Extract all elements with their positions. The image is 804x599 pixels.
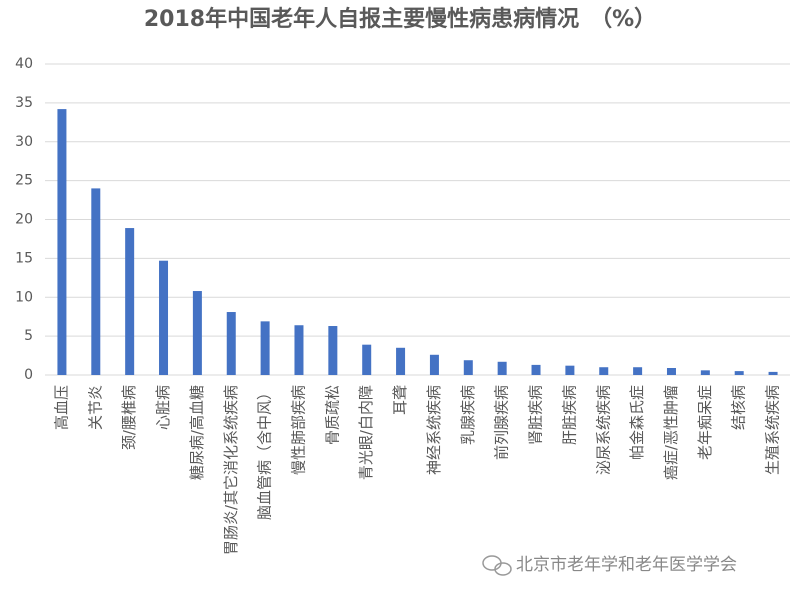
- bar: [396, 347, 406, 375]
- bar: [260, 321, 270, 375]
- y-tick-label: 40: [15, 56, 33, 72]
- bar: [497, 361, 507, 375]
- bar: [633, 367, 643, 375]
- x-tick-label: 青光眼/白内障: [357, 385, 375, 480]
- y-tick-label: 15: [15, 250, 33, 266]
- chart-title: 2018年中国老年人自报主要慢性病患病情况 （%）: [144, 6, 656, 32]
- x-tick-label: 脑血管病（含中风）: [256, 385, 274, 520]
- x-tick-label: 乳腺疾病: [459, 385, 477, 445]
- bar: [226, 312, 236, 375]
- watermark-icon: [482, 555, 512, 576]
- bar: [91, 188, 101, 375]
- x-tick-label: 糖尿病/高血糖: [188, 385, 206, 480]
- y-tick-label: 35: [15, 95, 33, 111]
- x-tick-label: 泌尿系统疾病: [594, 385, 612, 475]
- bar: [328, 326, 338, 375]
- bar: [362, 344, 372, 375]
- bar: [768, 371, 778, 375]
- x-tick-label: 慢性肺部疾病: [289, 385, 307, 475]
- bar: [565, 365, 575, 375]
- bar: [666, 368, 676, 375]
- watermark: 北京市老年学和老年医学学会: [516, 555, 737, 575]
- x-tick-label: 胃肠炎/其它消化系统疾病: [222, 385, 240, 555]
- y-tick-label: 20: [15, 212, 33, 228]
- y-tick-label: 10: [15, 289, 33, 305]
- x-tick-label: 生殖系统疾病: [764, 385, 782, 475]
- x-tick-label: 帕金森氏症: [628, 385, 646, 460]
- x-tick-label: 结核病: [730, 385, 748, 430]
- x-tick-label: 前列腺疾病: [493, 385, 511, 460]
- bar: [734, 371, 744, 375]
- x-tick-label: 肾脏疾病: [527, 385, 545, 445]
- bar: [159, 260, 169, 375]
- x-tick-label: 关节炎: [86, 385, 104, 430]
- x-tick-label: 肝脏疾病: [560, 385, 578, 445]
- x-tick-label: 心脏病: [154, 385, 172, 430]
- x-tick-label: 神经系统疾病: [425, 385, 443, 475]
- x-tick-label: 高血压: [52, 385, 70, 430]
- bar: [57, 109, 67, 375]
- y-tick-label: 0: [24, 367, 33, 383]
- bar: [192, 291, 202, 375]
- bar: [125, 228, 135, 375]
- y-tick-label: 5: [24, 328, 33, 344]
- x-tick-label: 耳聋: [391, 385, 409, 415]
- y-tick-label: 30: [15, 134, 33, 150]
- x-tick-label: 骨质疏松: [323, 385, 341, 445]
- bar: [700, 370, 710, 375]
- bar: [429, 354, 439, 375]
- bar: [294, 325, 304, 375]
- y-tick-label: 25: [15, 173, 33, 189]
- x-tick-label: 老年痴呆症: [696, 385, 714, 460]
- bar: [531, 364, 541, 375]
- bar: [599, 367, 609, 375]
- x-tick-label: 颈/腰椎病: [120, 385, 138, 450]
- bar: [463, 360, 473, 375]
- x-tick-label: 癌症/恶性肿瘤: [662, 385, 680, 480]
